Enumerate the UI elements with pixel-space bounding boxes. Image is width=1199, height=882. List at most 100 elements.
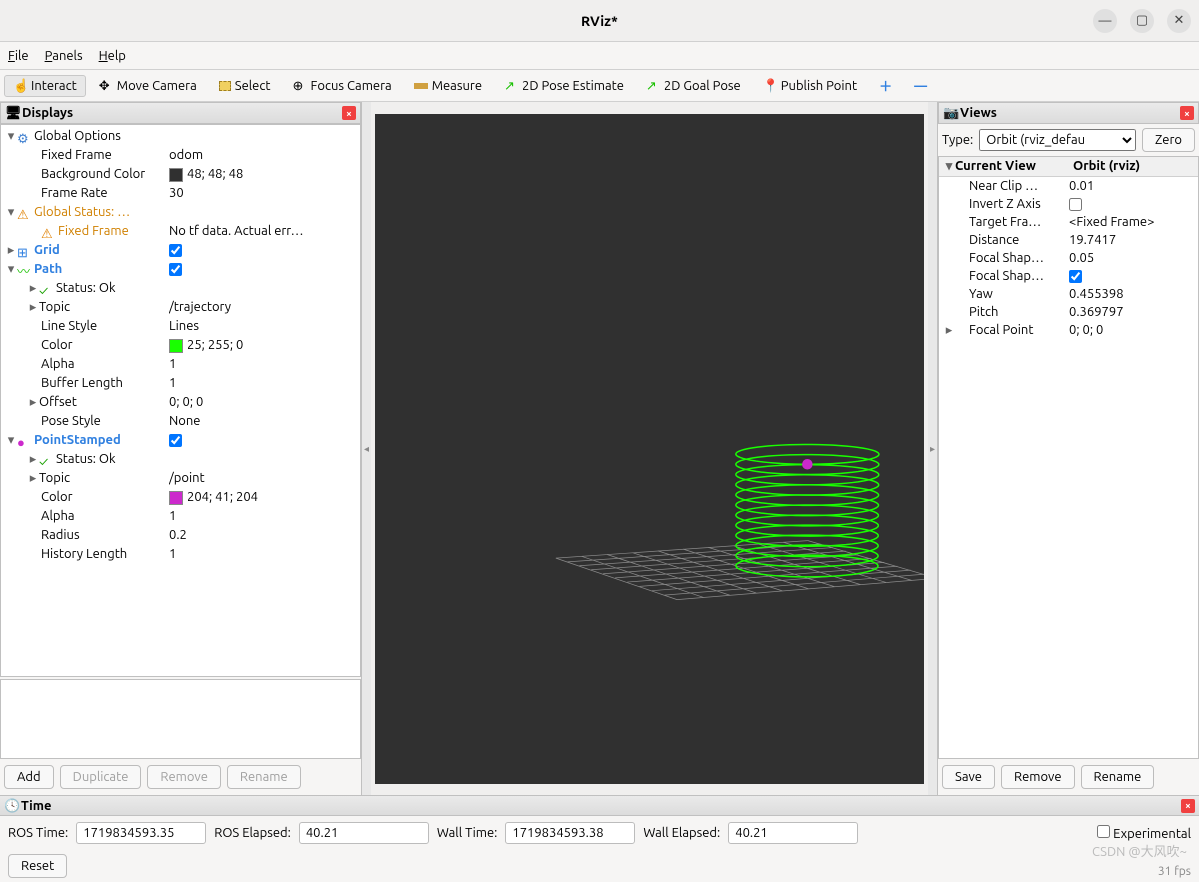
views-type-row: Type: Orbit (rviz_defau Zero: [938, 124, 1199, 156]
pose-estimate-icon: ↗: [504, 79, 518, 93]
ros-time-field[interactable]: [76, 822, 206, 844]
left-splitter[interactable]: ◂: [362, 102, 371, 795]
view-type-select[interactable]: Orbit (rviz_defau: [979, 129, 1136, 151]
tool-remove[interactable]: —: [905, 75, 936, 97]
views-header[interactable]: 📷 Views ×: [938, 102, 1199, 124]
displays-buttons: Add Duplicate Remove Rename: [0, 759, 361, 795]
toolbar: ☝Interact ✥Move Camera Select ⊕Focus Cam…: [0, 70, 1199, 102]
move-camera-icon: ✥: [99, 79, 113, 93]
goal-pose-icon: ↗: [646, 79, 660, 93]
maximize-button[interactable]: ▢: [1130, 9, 1154, 33]
time-close-icon[interactable]: ×: [1181, 799, 1195, 813]
displays-close-icon[interactable]: ×: [342, 106, 356, 120]
center-area: [371, 102, 928, 795]
expand-icon[interactable]: ▾: [5, 203, 17, 222]
wall-time-label: Wall Time:: [437, 826, 498, 840]
collapse-icon[interactable]: ▸: [27, 279, 39, 298]
wall-elapsed-label: Wall Elapsed:: [643, 826, 720, 840]
remove-button[interactable]: Remove: [147, 765, 221, 789]
gear-icon: ⚙: [17, 130, 31, 144]
duplicate-button[interactable]: Duplicate: [60, 765, 142, 789]
titlebar: RViz* — ▢ ✕: [0, 0, 1199, 42]
viewport-svg: [375, 114, 924, 784]
publish-point-icon: 📍: [763, 79, 777, 93]
tool-select[interactable]: Select: [210, 75, 280, 97]
watermark: CSDN @大风吹~: [1092, 841, 1187, 860]
time-body: ROS Time: ROS Elapsed: Wall Time: Wall E…: [0, 816, 1199, 850]
displays-panel: 🖥 Displays × ▾⚙Global Options Fixed Fram…: [0, 102, 362, 795]
rename-button[interactable]: Rename: [227, 765, 301, 789]
grid-checkbox[interactable]: [169, 244, 182, 257]
measure-icon: [414, 83, 428, 89]
collapse-icon[interactable]: ▸: [27, 450, 39, 469]
collapse-icon[interactable]: ▸: [27, 469, 39, 488]
zero-button[interactable]: Zero: [1142, 128, 1195, 152]
path-checkbox[interactable]: [169, 263, 182, 276]
tool-add[interactable]: ＋: [870, 72, 901, 99]
views-remove-button[interactable]: Remove: [1001, 765, 1075, 789]
menu-help[interactable]: Help: [99, 49, 126, 63]
point-icon: ●: [17, 434, 31, 448]
tool-publish-point[interactable]: 📍Publish Point: [754, 75, 866, 97]
tool-2d-pose-estimate[interactable]: ↗2D Pose Estimate: [495, 75, 633, 97]
main-area: 🖥 Displays × ▾⚙Global Options Fixed Fram…: [0, 102, 1199, 795]
expand-icon[interactable]: ▾: [5, 260, 17, 279]
collapse-icon[interactable]: ▸: [27, 298, 39, 317]
point-color-swatch: [169, 491, 183, 505]
time-footer: Reset CSDN @大风吹~ 31 fps: [0, 850, 1199, 882]
close-button[interactable]: ✕: [1167, 9, 1191, 33]
wall-time-field[interactable]: [505, 822, 635, 844]
add-button[interactable]: Add: [4, 765, 54, 789]
window-title: RViz*: [581, 13, 618, 29]
bg-color-swatch: [169, 168, 183, 182]
menu-file[interactable]: File: [8, 49, 29, 63]
collapse-icon[interactable]: ▸: [27, 393, 39, 412]
grid-icon: ⊞: [17, 244, 31, 258]
time-panel: 🕓 Time × ROS Time: ROS Elapsed: Wall Tim…: [0, 795, 1199, 882]
tool-focus-camera[interactable]: ⊕Focus Camera: [284, 75, 401, 97]
ros-time-label: ROS Time:: [8, 826, 68, 840]
time-header[interactable]: 🕓 Time ×: [0, 796, 1199, 816]
views-buttons: Save Remove Rename: [938, 759, 1199, 795]
plus-icon: ＋: [879, 76, 892, 95]
interact-icon: ☝: [13, 79, 27, 93]
ros-elapsed-field[interactable]: [299, 822, 429, 844]
tool-interact[interactable]: ☝Interact: [4, 75, 86, 97]
expand-icon[interactable]: ▾: [5, 127, 17, 146]
displays-description: [0, 679, 361, 759]
warn-icon: ⚠: [17, 206, 31, 220]
ros-elapsed-label: ROS Elapsed:: [214, 826, 291, 840]
minus-icon: —: [914, 79, 927, 93]
expand-icon[interactable]: ▾: [5, 431, 17, 450]
tool-2d-goal-pose[interactable]: ↗2D Goal Pose: [637, 75, 750, 97]
path-color-swatch: [169, 339, 183, 353]
tool-move-camera[interactable]: ✥Move Camera: [90, 75, 206, 97]
collapse-icon[interactable]: ▸: [5, 241, 17, 260]
focus-camera-icon: ⊕: [293, 79, 307, 93]
ok-icon: ✓: [39, 453, 53, 467]
fps-label: 31 fps: [1158, 865, 1191, 878]
views-close-icon[interactable]: ×: [1180, 106, 1194, 120]
views-rename-button[interactable]: Rename: [1081, 765, 1155, 789]
right-splitter[interactable]: ▸: [928, 102, 937, 795]
warn-icon: ⚠: [41, 225, 55, 239]
displays-tree[interactable]: ▾⚙Global Options Fixed Frameodom Backgro…: [0, 124, 361, 677]
displays-icon: 🖥: [5, 106, 19, 120]
tool-measure[interactable]: Measure: [405, 75, 491, 97]
reset-button[interactable]: Reset: [8, 854, 67, 878]
camera-icon: 📷: [943, 106, 957, 120]
expand-icon[interactable]: ▾: [943, 159, 955, 174]
minimize-button[interactable]: —: [1093, 9, 1117, 33]
select-icon: [219, 81, 231, 91]
type-label: Type:: [942, 133, 973, 147]
wall-elapsed-field[interactable]: [728, 822, 858, 844]
3d-viewport[interactable]: [375, 114, 924, 784]
displays-header[interactable]: 🖥 Displays ×: [0, 102, 361, 124]
ok-icon: ✓: [39, 282, 53, 296]
point-checkbox[interactable]: [169, 434, 182, 447]
menu-panels[interactable]: Panels: [45, 49, 83, 63]
experimental-checkbox[interactable]: [1097, 825, 1110, 838]
save-button[interactable]: Save: [942, 765, 995, 789]
path-icon: 〰: [17, 263, 31, 277]
views-tree[interactable]: ▾Current ViewOrbit (rviz) Near Clip …0.0…: [938, 156, 1199, 759]
